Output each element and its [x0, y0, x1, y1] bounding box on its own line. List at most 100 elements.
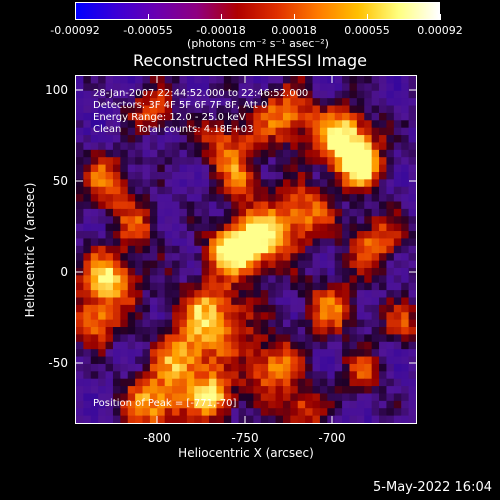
image-pixel [364, 297, 373, 306]
image-pixel [135, 400, 144, 409]
image-pixel [275, 238, 284, 247]
image-pixel [216, 142, 225, 151]
image-pixel [246, 319, 254, 328]
image-pixel [260, 83, 269, 92]
image-pixel [201, 400, 210, 409]
image-pixel [327, 83, 336, 92]
image-pixel [98, 363, 107, 372]
image-pixel [334, 400, 343, 409]
image-pixel [334, 304, 343, 313]
image-pixel [172, 171, 181, 180]
image-pixel [186, 208, 195, 217]
image-pixel [127, 386, 136, 395]
image-pixel [379, 327, 388, 335]
image-pixel [157, 76, 166, 84]
image-pixel [379, 290, 388, 299]
image-pixel [83, 105, 92, 114]
image-pixel [312, 312, 321, 321]
image-pixel [319, 112, 328, 121]
image-pixel [216, 201, 225, 210]
image-pixel [305, 290, 314, 299]
image-pixel [201, 304, 210, 313]
image-pixel [393, 179, 402, 188]
image-pixel [305, 112, 314, 121]
image-pixel [349, 356, 358, 365]
image-pixel [157, 319, 166, 328]
image-pixel [83, 290, 92, 299]
image-pixel [98, 231, 107, 240]
image-pixel [319, 282, 328, 291]
image-pixel [268, 127, 277, 136]
image-pixel [305, 90, 314, 99]
image-pixel [76, 260, 84, 269]
image-pixel [282, 164, 291, 173]
image-pixel [223, 386, 232, 395]
image-pixel [327, 120, 336, 129]
image-pixel [201, 415, 210, 423]
image-pixel [98, 76, 107, 84]
image-pixel [275, 267, 284, 276]
image-pixel [356, 135, 365, 144]
image-pixel [342, 83, 351, 92]
image-pixel [201, 312, 210, 321]
image-pixel [105, 334, 114, 343]
image-pixel [393, 363, 402, 372]
image-pixel [142, 127, 151, 136]
image-pixel [268, 245, 277, 254]
image-pixel [305, 386, 314, 395]
image-pixel [209, 105, 218, 114]
image-pixel [194, 312, 203, 321]
image-pixel [216, 76, 225, 84]
image-pixel [342, 216, 351, 225]
image-pixel [194, 290, 203, 299]
image-pixel [231, 290, 240, 299]
image-pixel [127, 327, 136, 335]
image-pixel [393, 164, 402, 173]
image-pixel [401, 282, 410, 291]
image-pixel [253, 223, 262, 232]
image-pixel [268, 105, 277, 114]
image-pixel [349, 319, 358, 328]
info-clean: Clean Total counts: 4.18E+03 [93, 124, 254, 135]
image-pixel [290, 282, 299, 291]
image-pixel [179, 164, 188, 173]
image-pixel [157, 142, 166, 151]
image-pixel [342, 363, 351, 372]
image-pixel [275, 76, 284, 84]
image-pixel [90, 275, 99, 284]
image-pixel [149, 408, 158, 417]
image-pixel [223, 194, 232, 203]
image-pixel [297, 386, 306, 395]
image-pixel [290, 304, 299, 313]
image-pixel [231, 208, 240, 217]
image-pixel [142, 223, 151, 232]
image-pixel [268, 327, 277, 335]
image-pixel [135, 327, 144, 335]
image-pixel [260, 371, 269, 380]
image-pixel [179, 312, 188, 321]
image-pixel [120, 304, 129, 313]
image-pixel [268, 341, 277, 350]
image-pixel [246, 363, 254, 372]
image-pixel [268, 157, 277, 166]
image-pixel [401, 334, 410, 343]
image-pixel [297, 90, 306, 99]
image-pixel [201, 112, 210, 121]
image-pixel [216, 253, 225, 262]
image-pixel [253, 157, 262, 166]
image-pixel [76, 142, 84, 151]
image-pixel [120, 149, 129, 158]
image-pixel [379, 378, 388, 387]
image-pixel [164, 157, 173, 166]
image-pixel [408, 341, 416, 350]
image-pixel [408, 393, 416, 402]
image-pixel [260, 245, 269, 254]
image-pixel [238, 179, 247, 188]
image-pixel [379, 334, 388, 343]
image-pixel [334, 208, 343, 217]
image-pixel [120, 83, 129, 92]
image-pixel [98, 282, 107, 291]
image-pixel [90, 349, 99, 358]
image-pixel [90, 371, 99, 380]
image-pixel [223, 186, 232, 195]
